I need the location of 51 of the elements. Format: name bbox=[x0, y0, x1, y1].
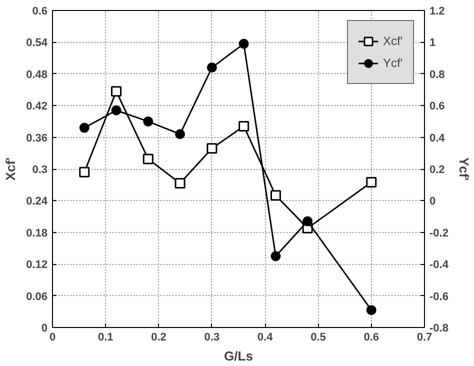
point bbox=[174, 178, 186, 189]
y2-tick-label: -0.2 bbox=[430, 227, 448, 240]
y2-tick-label: 0 bbox=[430, 196, 436, 208]
y-tick-label: 0.12 bbox=[26, 259, 48, 272]
point bbox=[238, 120, 250, 132]
y-tick-label: 0.06 bbox=[26, 290, 48, 303]
y-tick-label: 0.18 bbox=[26, 227, 48, 240]
y2-tick-label: 0.8 bbox=[430, 68, 445, 81]
legend-label: Xcf' bbox=[383, 34, 403, 48]
legend-label: Ycf' bbox=[383, 56, 403, 70]
y-tick-label: 0.6 bbox=[32, 6, 48, 18]
point bbox=[206, 62, 217, 73]
point bbox=[238, 38, 249, 49]
x-axis-title: G/Ls bbox=[224, 348, 253, 364]
point bbox=[366, 176, 377, 188]
x-tick-label: 0.4 bbox=[257, 332, 274, 344]
y2-tick-label: -0.4 bbox=[430, 259, 450, 272]
x-tick-label: 0.2 bbox=[151, 332, 166, 344]
y-axis-title: Xcf' bbox=[3, 157, 18, 181]
x-tick-label: 0.5 bbox=[310, 332, 326, 344]
point bbox=[79, 122, 90, 133]
y-tick-label: 0.36 bbox=[26, 132, 48, 144]
point bbox=[143, 116, 154, 126]
y-tick-label: 0 bbox=[41, 322, 48, 334]
y2-tick-label: -0.6 bbox=[430, 290, 448, 303]
point bbox=[270, 251, 281, 262]
y2-tick-label: 0.2 bbox=[430, 164, 445, 176]
x-tick-label: 0.1 bbox=[98, 332, 114, 344]
point bbox=[366, 305, 376, 316]
y-tick-label: 0.3 bbox=[32, 164, 48, 176]
point bbox=[111, 86, 122, 97]
point bbox=[111, 105, 122, 116]
x-tick-label: 0.6 bbox=[364, 332, 380, 344]
x-tick-label: 0.3 bbox=[204, 332, 220, 344]
point bbox=[302, 216, 313, 226]
point bbox=[270, 190, 281, 201]
point bbox=[79, 166, 90, 178]
y-tick-label: 0.48 bbox=[26, 68, 48, 81]
y-tick-label: 0.54 bbox=[26, 37, 48, 50]
point bbox=[142, 154, 154, 164]
y-tick-label: 0.42 bbox=[26, 100, 48, 113]
x-tick-label: 0 bbox=[49, 332, 56, 344]
x-tick-label: 0.7 bbox=[416, 332, 432, 344]
y2-axis-title: Ycf' bbox=[456, 157, 472, 181]
y2-tick-label: 1.2 bbox=[430, 6, 445, 18]
y2-tick-label: 1 bbox=[430, 37, 436, 50]
point bbox=[206, 143, 218, 154]
y2-tick-label: 0.6 bbox=[430, 100, 445, 113]
point bbox=[175, 129, 186, 140]
y-tick-label: 0.24 bbox=[26, 196, 48, 208]
y2-tick-label: 0.4 bbox=[430, 132, 446, 144]
